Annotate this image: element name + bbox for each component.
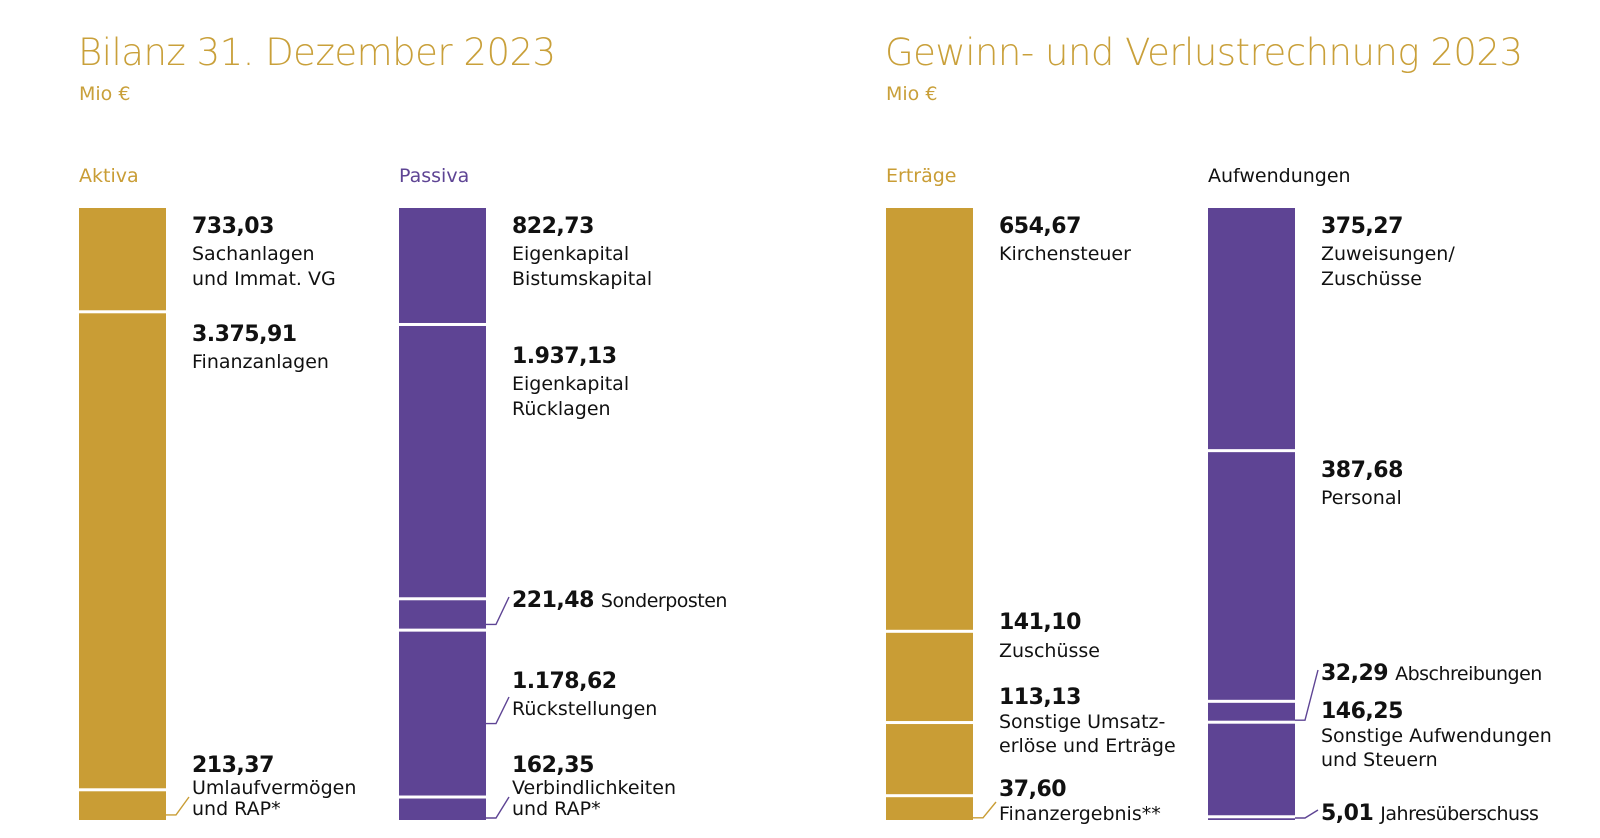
segment-label: und RAP* [192,798,281,820]
value-label: 146,25 [1321,699,1403,724]
bar-segment [79,208,166,312]
segment-label: Sonstige Umsatz- [999,711,1165,733]
segment-label: und RAP* [512,798,601,820]
segment-label: Personal [1321,487,1402,509]
bar-segment [1208,722,1295,817]
value-label: 221,48 Sonderposten [512,588,727,613]
segment-label: Rücklagen [512,398,611,420]
segment-divider [1208,720,1295,724]
segment-divider [1208,815,1295,819]
bar-segment [886,631,973,723]
bar-segment [886,208,973,632]
leader-line [973,801,997,819]
segment-label: Kirchensteuer [999,243,1131,265]
segment-label: Zuschüsse [1321,268,1422,290]
segment-divider [399,597,486,601]
segment-label: Bistumskapital [512,268,652,290]
segment-divider [1208,449,1295,453]
segment-label: Eigenkapital [512,373,629,395]
bar-segment [399,598,486,631]
value-label: 113,13 [999,685,1081,710]
segment-divider [79,788,166,792]
bar-segment [1208,816,1295,820]
value-label: 162,35 [512,753,594,778]
value-label: 3.375,91 [192,322,297,347]
segment-label: erlöse und Erträge [999,735,1176,757]
bar-segment [1208,450,1295,702]
segment-divider [886,721,973,725]
column-label-aufwendungen: Aufwendungen [1208,165,1351,187]
value-label: 375,27 [1321,214,1403,239]
segment-label: Rückstellungen [512,698,657,720]
bar-segment [886,722,973,796]
segment-label: Verbindlichkeiten [512,777,676,799]
segment-label: und Steuern [1321,749,1438,771]
segment-label: Eigenkapital [512,243,629,265]
bar-segment [886,795,973,820]
bar-segment [399,324,486,599]
value-label: 654,67 [999,214,1081,239]
bar-segment [399,208,486,325]
guv-title: Gewinn- und Verlustrechnung 2023 [885,31,1523,74]
bilanz-title: Bilanz 31. Dezember 2023 [78,31,556,74]
value-label: 1.178,62 [512,669,617,694]
bar-segment [1208,208,1295,451]
value-label: 213,37 [192,753,274,778]
value-label: 733,03 [192,214,274,239]
segment-divider [886,794,973,798]
bar-segment [399,797,486,820]
value-label: 37,60 [999,777,1066,802]
leader-line [486,596,510,626]
segment-label: Finanzergebnis** [999,803,1161,825]
column-label-passiva: Passiva [399,165,469,187]
segment-label: Umlaufvermögen [192,777,356,799]
guv-unit: Mio € [886,83,937,105]
segment-label: und Immat. VG [192,268,336,290]
leader-line [1295,809,1319,819]
value-label: 32,29 Abschreibungen [1321,661,1542,686]
value-label: 141,10 [999,610,1081,635]
leader-line [486,696,510,725]
segment-label: Sonstige Aufwendungen [1321,725,1552,747]
segment-divider [399,795,486,799]
value-label: 822,73 [512,214,594,239]
segment-divider [399,322,486,326]
segment-label: Finanzanlagen [192,351,329,373]
segment-divider [79,310,166,314]
segment-divider [886,629,973,633]
segment-divider [399,628,486,632]
segment-label: Zuweisungen/ [1321,243,1455,265]
value-label: 387,68 [1321,458,1403,483]
bilanz-unit: Mio € [79,83,130,105]
leader-line [1295,669,1319,721]
leader-line [486,796,510,819]
bar-segment [1208,701,1295,723]
segment-label: Abschreibungen [1395,663,1542,685]
value-label: 1.937,13 [512,344,617,369]
value-label: 5,01 Jahresüberschuss [1321,801,1538,826]
segment-label: Sonderposten [601,590,727,612]
column-label-aktiva: Aktiva [79,165,139,187]
segment-divider [1208,699,1295,703]
segment-label: Sachanlagen [192,243,315,265]
leader-line [166,796,190,816]
bar-segment [399,630,486,798]
bar-columns: Aktiva 733,03 Sachanlagen und Immat. VG 3.37… [79,165,1552,826]
segment-label: Zuschüsse [999,640,1100,662]
segment-label: Jahresüberschuss [1379,803,1538,825]
bar-segment [79,789,166,820]
column-label-erträge: Erträge [886,165,956,187]
bar-segment [79,311,166,790]
